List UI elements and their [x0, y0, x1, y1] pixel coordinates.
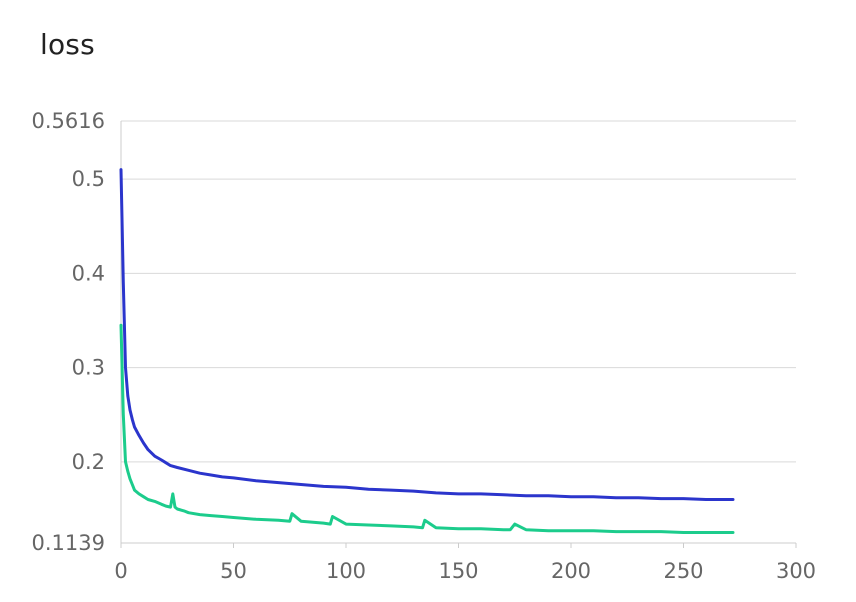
y-tick-label: 0.5616: [32, 109, 105, 133]
y-tick-label: 0.2: [72, 450, 105, 474]
y-tick-label: 0.4: [72, 261, 105, 285]
series-line-2: [119, 323, 735, 534]
y-tick-label: 0.1139: [32, 531, 105, 555]
y-tick-label: 0.3: [72, 356, 105, 380]
x-tick-label: 200: [551, 559, 591, 583]
x-tick-labels: 0 50 100 150 200 250 300: [114, 559, 816, 583]
series-lines: [119, 168, 735, 534]
y-tick-label: 0.5: [72, 167, 105, 191]
x-tick-label: 300: [776, 559, 816, 583]
x-tick-label: 50: [220, 559, 247, 583]
series-line-1: [119, 168, 735, 501]
y-tick-labels: 0.1139 0.2 0.3 0.4 0.5 0.5616: [32, 109, 105, 555]
chart-title: loss: [40, 28, 95, 61]
x-tick-label: 150: [438, 559, 478, 583]
x-tick-label: 250: [663, 559, 703, 583]
axes: [120, 121, 797, 548]
x-tick-label: 100: [326, 559, 366, 583]
grid-lines: [121, 120, 796, 463]
x-tick-label: 0: [114, 559, 127, 583]
